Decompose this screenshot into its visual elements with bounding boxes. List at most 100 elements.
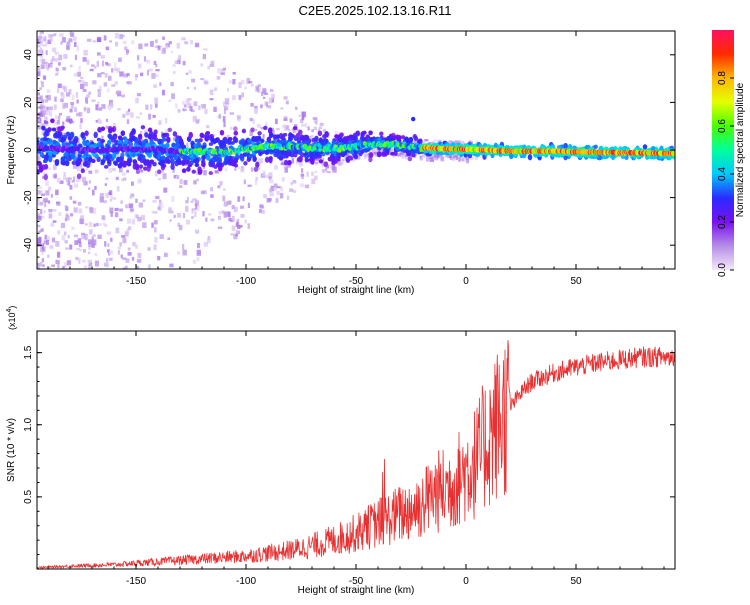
heatmap-noise-cell: [78, 134, 82, 138]
heatmap-band-cell: [527, 154, 533, 161]
heatmap-noise-cell: [437, 153, 440, 158]
heatmap-noise-cell: [329, 163, 333, 169]
heatmap-noise-cell: [125, 204, 129, 209]
heatmap-band-cell: [339, 132, 344, 138]
heatmap-band-cell: [64, 154, 70, 161]
heatmap-band-cell: [557, 145, 562, 150]
heatmap-band-cell: [110, 137, 116, 143]
heatmap-noise-cell: [89, 68, 94, 72]
heatmap-band-cell: [184, 159, 189, 165]
heatmap-noise-cell: [433, 155, 438, 159]
heatmap-noise-cell: [75, 256, 79, 261]
heatmap-noise-cell: [475, 140, 479, 146]
heatmap-band-cell: [107, 153, 113, 158]
heatmap-noise-cell: [97, 101, 100, 107]
heatmap-noise-cell: [54, 115, 58, 120]
heatmap-noise-cell: [272, 129, 275, 133]
heatmap-band-cell: [96, 141, 102, 149]
heatmap-band-cell: [309, 153, 314, 158]
heatmap-band-cell: [522, 144, 527, 150]
heatmap-noise-cell: [58, 112, 63, 116]
heatmap-noise-cell: [153, 220, 158, 225]
heatmap-noise-cell: [237, 224, 241, 230]
heatmap-noise-cell: [39, 104, 44, 109]
heatmap-noise-cell: [152, 114, 156, 118]
heatmap-noise-cell: [78, 258, 81, 264]
heatmap-noise-cell: [188, 70, 192, 74]
heatmap-noise-cell: [228, 217, 232, 222]
heatmap-noise-cell: [71, 94, 75, 100]
heatmap-band-cell: [331, 158, 336, 164]
heatmap-noise-cell: [148, 68, 153, 72]
heatmap-noise-cell: [226, 88, 229, 92]
heatmap-noise-cell: [157, 207, 160, 210]
heatmap-noise-cell: [109, 199, 113, 202]
heatmap-noise-cell: [122, 267, 126, 269]
heatmap-noise-cell: [285, 100, 289, 105]
heatmap-noise-cell: [260, 104, 263, 109]
heatmap-noise-cell: [176, 213, 182, 218]
heatmap-noise-cell: [49, 35, 53, 42]
heatmap-noise-cell: [202, 211, 205, 217]
y-tick-label: 0: [23, 147, 34, 153]
heatmap-band-cell: [408, 136, 414, 143]
heatmap-noise-cell: [63, 54, 68, 59]
heatmap-noise-cell: [40, 228, 44, 232]
heatmap-band-cell: [38, 165, 43, 170]
heatmap-noise-cell: [263, 92, 269, 95]
heatmap-noise-cell: [263, 194, 267, 199]
heatmap-band-cell: [135, 169, 141, 175]
heatmap-noise-cell: [137, 55, 140, 61]
heatmap-band-cell: [345, 156, 350, 163]
heatmap-noise-cell: [119, 218, 123, 222]
heatmap-noise-cell: [414, 150, 417, 157]
heatmap-noise-cell: [289, 188, 294, 192]
heatmap-band-cell: [390, 151, 395, 156]
heatmap-band-cell: [86, 141, 91, 146]
heatmap-noise-cell: [182, 249, 187, 256]
heatmap-noise-cell: [154, 45, 159, 49]
heatmap-noise-cell: [50, 193, 53, 198]
heatmap-noise-cell: [356, 154, 361, 160]
heatmap-noise-cell: [55, 189, 59, 196]
heatmap-noise-cell: [53, 173, 58, 179]
heatmap-noise-cell: [80, 215, 84, 222]
heatmap-noise-cell: [82, 56, 87, 62]
heatmap-noise-cell: [97, 36, 102, 43]
heatmap-noise-cell: [314, 161, 319, 165]
heatmap-noise-cell: [62, 67, 67, 71]
heatmap-noise-cell: [158, 120, 162, 125]
y-tick-label: -20: [23, 190, 34, 205]
heatmap-noise-cell: [190, 200, 194, 203]
heatmap-noise-cell: [136, 214, 139, 219]
heatmap-noise-cell: [192, 259, 196, 264]
heatmap-noise-cell: [265, 122, 268, 128]
heatmap-noise-cell: [275, 198, 279, 203]
heatmap-noise-cell: [338, 160, 342, 166]
heatmap-noise-cell: [200, 63, 203, 67]
heatmap-noise-cell: [216, 76, 221, 80]
heatmap-noise-cell: [69, 31, 73, 36]
heatmap-noise-cell: [193, 180, 197, 185]
heatmap-noise-cell: [94, 169, 99, 174]
heatmap-noise-cell: [177, 222, 181, 227]
heatmap-noise-cell: [56, 201, 61, 206]
heatmap-noise-cell: [52, 209, 57, 212]
heatmap-band-cell: [268, 156, 273, 161]
heatmap-noise-cell: [265, 175, 269, 178]
heatmap-noise-cell: [153, 244, 157, 250]
heatmap-band-cell: [232, 135, 238, 143]
heatmap-noise-cell: [222, 195, 226, 202]
heatmap-noise-cell: [56, 70, 59, 76]
heatmap-noise-cell: [37, 212, 40, 216]
heatmap-noise-cell: [191, 216, 194, 219]
heatmap-noise-cell: [238, 95, 242, 100]
heatmap-noise-cell: [202, 53, 206, 60]
heatmap-noise-cell: [177, 58, 181, 62]
heatmap-noise-cell: [238, 82, 242, 89]
heatmap-noise-cell: [122, 113, 126, 118]
heatmap-noise-cell: [147, 247, 151, 251]
heatmap-band-cell: [41, 125, 46, 131]
heatmap-noise-cell: [173, 71, 176, 75]
